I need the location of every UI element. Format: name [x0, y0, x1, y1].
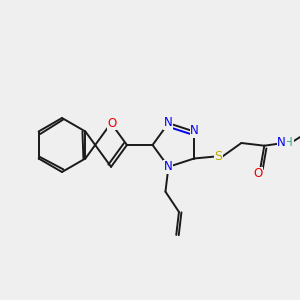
Text: H: H — [284, 136, 293, 148]
Text: N: N — [164, 116, 173, 129]
Text: O: O — [254, 167, 263, 180]
Text: N: N — [164, 160, 172, 173]
Text: N: N — [190, 124, 199, 137]
Text: N: N — [277, 136, 286, 148]
Text: S: S — [214, 150, 222, 163]
Text: O: O — [107, 117, 117, 130]
